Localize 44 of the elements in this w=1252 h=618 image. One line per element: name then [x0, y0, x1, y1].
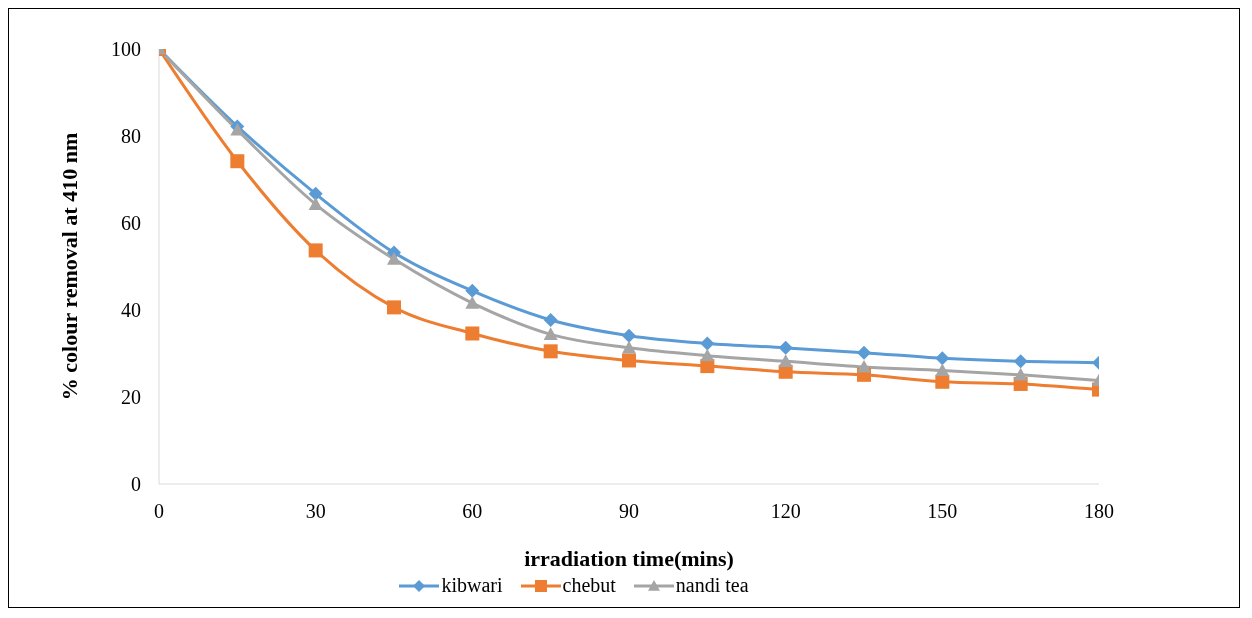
point	[622, 353, 636, 368]
y-tick-label: 20	[121, 386, 141, 409]
point	[778, 354, 793, 367]
point	[700, 348, 715, 362]
point	[857, 359, 871, 373]
point	[387, 252, 401, 265]
legend-label: kibwari	[440, 574, 503, 597]
x-tick-label: 180	[1084, 500, 1114, 523]
point	[465, 296, 480, 309]
x-tick-label: 30	[305, 500, 326, 523]
point	[857, 345, 871, 360]
point	[543, 327, 558, 340]
point	[778, 340, 793, 355]
point	[935, 374, 950, 389]
point	[308, 186, 323, 201]
y-tick-label: 100	[111, 38, 141, 61]
point	[935, 351, 950, 366]
point	[543, 313, 558, 328]
x-tick-label: 120	[770, 500, 801, 523]
point	[622, 328, 636, 343]
x-tick-label: 150	[927, 500, 958, 523]
x-tick-label: 90	[619, 500, 639, 523]
point	[1013, 354, 1028, 369]
point	[935, 363, 950, 377]
legend-label: nandi tea	[674, 574, 749, 597]
point	[308, 243, 323, 258]
x-axis-title: irradiation time(mins)	[524, 546, 734, 571]
x-tick-label: 0	[154, 500, 164, 523]
y-tick-label: 60	[121, 212, 141, 235]
y-tick-label: 40	[121, 299, 141, 322]
point	[1013, 367, 1028, 381]
point	[622, 340, 636, 354]
x-tick-label: 60	[462, 500, 483, 523]
y-tick-label: 80	[121, 125, 141, 148]
y-tick-label: 0	[131, 473, 141, 496]
point	[387, 300, 401, 315]
point	[465, 326, 480, 341]
point	[543, 344, 558, 359]
point	[308, 197, 323, 210]
point	[700, 336, 715, 351]
point	[465, 283, 480, 298]
y-axis-title: % colour removal at 410 nm	[56, 132, 82, 401]
legend-label: chebut	[561, 574, 616, 597]
point	[230, 154, 245, 169]
